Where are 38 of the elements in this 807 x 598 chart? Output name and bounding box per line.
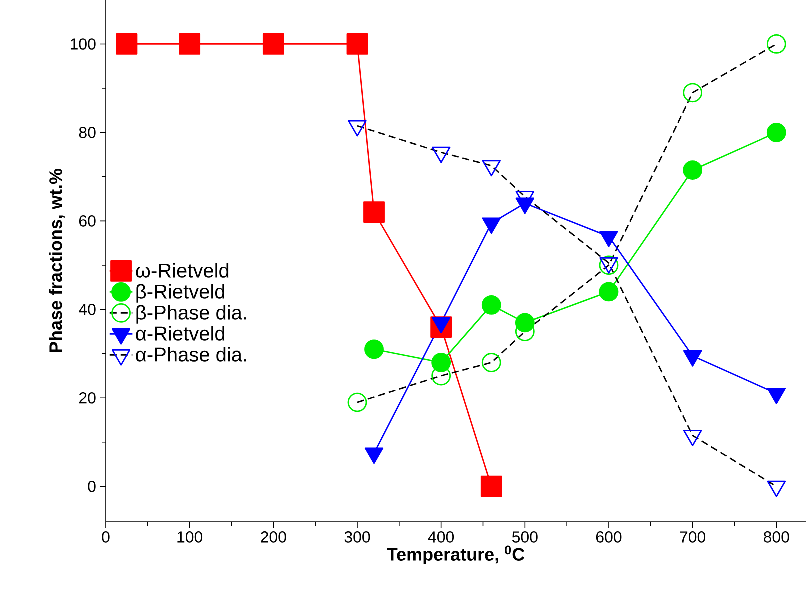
x-tick-label: 500 bbox=[512, 532, 538, 543]
x-axis-title: Temperature, $^{0}$C bbox=[387, 546, 525, 565]
legend-label: α-Phase dia. bbox=[136, 347, 246, 362]
y-tick-label: 20 bbox=[79, 392, 96, 404]
legend-label: α-Rietveld bbox=[136, 326, 225, 341]
point bbox=[179, 34, 201, 55]
x-tick-label: 300 bbox=[344, 532, 370, 543]
x-tick-label: 100 bbox=[178, 532, 203, 543]
point bbox=[482, 353, 502, 372]
legend-label: β-Rietveld bbox=[136, 284, 224, 303]
x-tick-label: 600 bbox=[596, 532, 622, 543]
x-tick-label: 400 bbox=[428, 532, 454, 543]
legend-label: ω-Rietveld bbox=[136, 263, 229, 278]
point bbox=[766, 123, 786, 142]
x-tick-label: 700 bbox=[680, 532, 706, 543]
y-tick-label: 60 bbox=[79, 216, 96, 227]
point bbox=[364, 340, 384, 360]
x-tick-label: 200 bbox=[261, 532, 286, 543]
y-tick-label: 0 bbox=[88, 480, 96, 492]
y-tick-label: 100 bbox=[70, 38, 96, 50]
point bbox=[683, 83, 703, 103]
legend-label: β-Phase dia. bbox=[136, 305, 246, 324]
point bbox=[766, 34, 786, 54]
point bbox=[262, 34, 284, 55]
point bbox=[599, 282, 619, 302]
point bbox=[346, 34, 368, 55]
point bbox=[482, 296, 502, 315]
point bbox=[348, 392, 368, 412]
point bbox=[683, 160, 703, 180]
point bbox=[432, 353, 452, 372]
y-axis-title: Phase fractions, wt.% bbox=[49, 168, 65, 352]
x-tick-label: 0 bbox=[102, 532, 110, 543]
point bbox=[364, 202, 385, 224]
point bbox=[116, 34, 138, 55]
x-tick-label: 800 bbox=[764, 532, 790, 543]
y-tick-label: 80 bbox=[79, 127, 96, 138]
point bbox=[480, 476, 502, 498]
y-tick-label: 40 bbox=[79, 304, 96, 316]
